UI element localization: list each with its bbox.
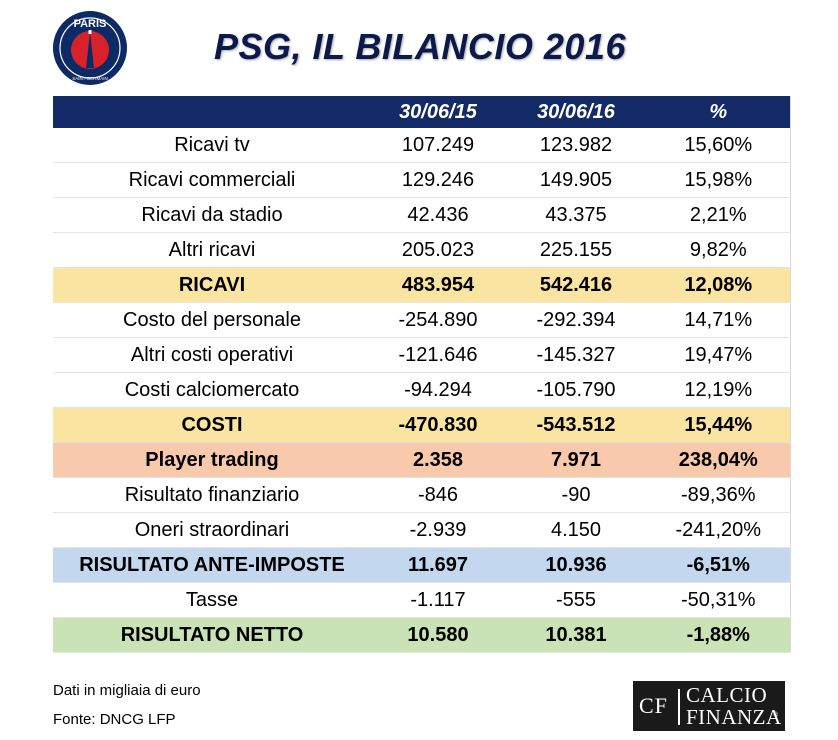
value-2015: -94.294 [371, 372, 505, 408]
value-pct: 15,44% [647, 407, 791, 443]
row-label: Tasse [53, 582, 371, 618]
header-2015-column: 30/06/15 [371, 96, 505, 128]
row-label: RICAVI [53, 267, 371, 303]
value-2015: -846 [371, 477, 505, 513]
value-pct: 12,19% [647, 372, 791, 408]
value-2016: 10.936 [505, 547, 647, 583]
source-note: Fonte: DNCG LFP [53, 711, 176, 728]
row-label: Ricavi da stadio [53, 197, 371, 233]
costi-total-row: COSTI -470.830 -543.512 15,44% [53, 407, 791, 443]
value-2015: 129.246 [371, 162, 505, 198]
value-2016: -105.790 [505, 372, 647, 408]
value-pct: -50,31% [647, 582, 791, 618]
value-2016: 149.905 [505, 162, 647, 198]
player-trading-row: Player trading 2.358 7.971 238,04% [53, 442, 791, 478]
value-2015: -2.939 [371, 512, 505, 548]
table-row: Oneri straordinari -2.939 4.150 -241,20% [53, 512, 791, 548]
value-2015: 11.697 [371, 547, 505, 583]
row-label: Player trading [53, 442, 371, 478]
header-pct-column: % [647, 96, 791, 128]
value-pct: 2,21% [647, 197, 791, 233]
value-2015: 483.954 [371, 267, 505, 303]
value-2015: 42.436 [371, 197, 505, 233]
value-2015: 205.023 [371, 232, 505, 268]
table-row: Ricavi tv 107.249 123.982 15,60% [53, 128, 791, 163]
value-2015: -254.890 [371, 302, 505, 338]
brand-name-line1: CALCIO [686, 683, 768, 707]
row-label: Altri costi operativi [53, 337, 371, 373]
table-row: Altri ricavi 205.023 225.155 9,82% [53, 232, 791, 268]
value-2016: -543.512 [505, 407, 647, 443]
table-row: Tasse -1.117 -555 -50,31% [53, 582, 791, 618]
psg-logo-subtext: SAINT-GERMAIN [72, 76, 108, 81]
row-label: RISULTATO ANTE-IMPOSTE [53, 547, 371, 583]
value-pct: -89,36% [647, 477, 791, 513]
row-label: COSTI [53, 407, 371, 443]
table-row: Costi calciomercato -94.294 -105.790 12,… [53, 372, 791, 408]
value-2015: -1.117 [371, 582, 505, 618]
value-2015: -470.830 [371, 407, 505, 443]
brand-divider [678, 689, 680, 725]
row-label: Costo del personale [53, 302, 371, 338]
value-2016: 123.982 [505, 128, 647, 163]
row-label: Oneri straordinari [53, 512, 371, 548]
value-2015: -121.646 [371, 337, 505, 373]
value-2016: 225.155 [505, 232, 647, 268]
value-2015: 2.358 [371, 442, 505, 478]
row-label: Ricavi commerciali [53, 162, 371, 198]
value-pct: 19,47% [647, 337, 791, 373]
value-pct: 14,71% [647, 302, 791, 338]
table-row: Ricavi da stadio 42.436 43.375 2,21% [53, 197, 791, 233]
table-row: Risultato finanziario -846 -90 -89,36% [53, 477, 791, 513]
row-label: Altri ricavi [53, 232, 371, 268]
value-pct: 15,98% [647, 162, 791, 198]
psg-logo-text: PARIS [74, 18, 107, 30]
header-label-column [53, 96, 371, 128]
ricavi-total-row: RICAVI 483.954 542.416 12,08% [53, 267, 791, 303]
row-label: Risultato finanziario [53, 477, 371, 513]
value-2016: -555 [505, 582, 647, 618]
psg-logo: PARIS SAINT-GERMAIN [52, 10, 128, 86]
row-label: RISULTATO NETTO [53, 617, 371, 653]
value-2016: -90 [505, 477, 647, 513]
value-pct: -1,88% [647, 617, 791, 653]
brand-name-line2: FINANZA [686, 705, 782, 729]
table-row: Costo del personale -254.890 -292.394 14… [53, 302, 791, 338]
value-pct: -6,51% [647, 547, 791, 583]
value-pct: 12,08% [647, 267, 791, 303]
value-2016: -292.394 [505, 302, 647, 338]
brand-abbr: CF [639, 693, 668, 718]
value-pct: 238,04% [647, 442, 791, 478]
table-row: Altri costi operativi -121.646 -145.327 … [53, 337, 791, 373]
value-2016: -145.327 [505, 337, 647, 373]
value-2016: 7.971 [505, 442, 647, 478]
value-pct: 9,82% [647, 232, 791, 268]
value-2016: 43.375 [505, 197, 647, 233]
value-2016: 4.150 [505, 512, 647, 548]
balance-table: 30/06/15 30/06/16 % Ricavi tv 107.249 12… [53, 96, 791, 653]
ante-imposte-row: RISULTATO ANTE-IMPOSTE 11.697 10.936 -6,… [53, 547, 791, 583]
value-pct: -241,20% [647, 512, 791, 548]
value-2015: 10.580 [371, 617, 505, 653]
page-title: PSG, IL BILANCIO 2016 [214, 26, 626, 67]
value-2016: 542.416 [505, 267, 647, 303]
value-2015: 107.249 [371, 128, 505, 163]
row-label: Ricavi tv [53, 128, 371, 163]
psg-crest-icon: PARIS SAINT-GERMAIN [53, 11, 127, 85]
units-note: Dati in migliaia di euro [53, 682, 201, 699]
brand-registered-mark: ® [773, 711, 779, 719]
risultato-netto-row: RISULTATO NETTO 10.580 10.381 -1,88% [53, 617, 791, 653]
value-pct: 15,60% [647, 128, 791, 163]
header-2016-column: 30/06/16 [505, 96, 647, 128]
value-2016: 10.381 [505, 617, 647, 653]
table-header-row: 30/06/15 30/06/16 % [53, 96, 791, 128]
row-label: Costi calciomercato [53, 372, 371, 408]
table-row: Ricavi commerciali 129.246 149.905 15,98… [53, 162, 791, 198]
calcio-finanza-logo: CF CALCIO FINANZA ® [633, 681, 785, 731]
